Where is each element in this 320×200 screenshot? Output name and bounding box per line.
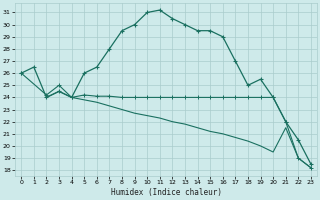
X-axis label: Humidex (Indice chaleur): Humidex (Indice chaleur) bbox=[111, 188, 221, 197]
